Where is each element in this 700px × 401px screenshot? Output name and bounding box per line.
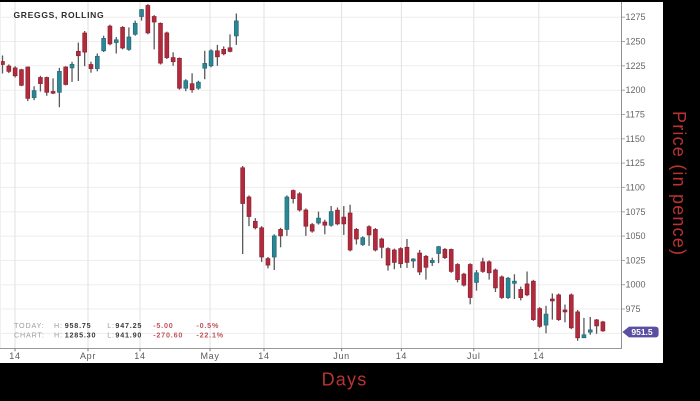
svg-text:1150: 1150 — [626, 134, 645, 144]
svg-text:TODAY:: TODAY: — [14, 321, 45, 330]
svg-text:-0.5%: -0.5% — [196, 321, 219, 330]
svg-text:L:: L: — [107, 331, 115, 340]
svg-text:975: 975 — [626, 304, 641, 314]
svg-text:14: 14 — [9, 351, 20, 361]
svg-text:Jun: Jun — [333, 351, 350, 361]
svg-text:14: 14 — [134, 351, 145, 361]
svg-text:14: 14 — [258, 351, 269, 361]
svg-text:1125: 1125 — [626, 158, 645, 168]
svg-text:Apr: Apr — [80, 351, 96, 361]
svg-text:1075: 1075 — [626, 207, 646, 217]
svg-text:1025: 1025 — [626, 255, 646, 265]
svg-text:-22.1%: -22.1% — [196, 331, 224, 340]
svg-text:14: 14 — [533, 351, 544, 361]
svg-text:Days: Days — [322, 370, 368, 390]
svg-text:1200: 1200 — [626, 85, 646, 95]
svg-text:1000: 1000 — [626, 280, 646, 290]
svg-text:1225: 1225 — [626, 61, 646, 71]
svg-text:GREGGS, ROLLING: GREGGS, ROLLING — [14, 10, 105, 20]
svg-text:CHART:: CHART: — [14, 331, 45, 340]
svg-text:May: May — [200, 351, 219, 361]
svg-text:H:: H: — [54, 321, 63, 330]
svg-text:H:: H: — [54, 331, 63, 340]
svg-text:941.90: 941.90 — [115, 331, 142, 340]
svg-text:L:: L: — [107, 321, 115, 330]
svg-text:-270.60: -270.60 — [153, 331, 183, 340]
svg-text:-5.00: -5.00 — [153, 321, 173, 330]
svg-text:958.75: 958.75 — [65, 321, 92, 330]
svg-text:951.5: 951.5 — [631, 327, 653, 337]
svg-text:1285.30: 1285.30 — [65, 331, 97, 340]
svg-text:1100: 1100 — [626, 182, 645, 192]
svg-text:1175: 1175 — [626, 110, 645, 120]
svg-text:Jul: Jul — [467, 351, 481, 361]
svg-text:1050: 1050 — [626, 231, 646, 241]
svg-text:1250: 1250 — [626, 37, 646, 47]
svg-text:Price (in pence): Price (in pence) — [669, 111, 689, 256]
svg-text:14: 14 — [396, 351, 407, 361]
svg-text:947.25: 947.25 — [115, 321, 142, 330]
svg-text:1275: 1275 — [626, 12, 646, 22]
